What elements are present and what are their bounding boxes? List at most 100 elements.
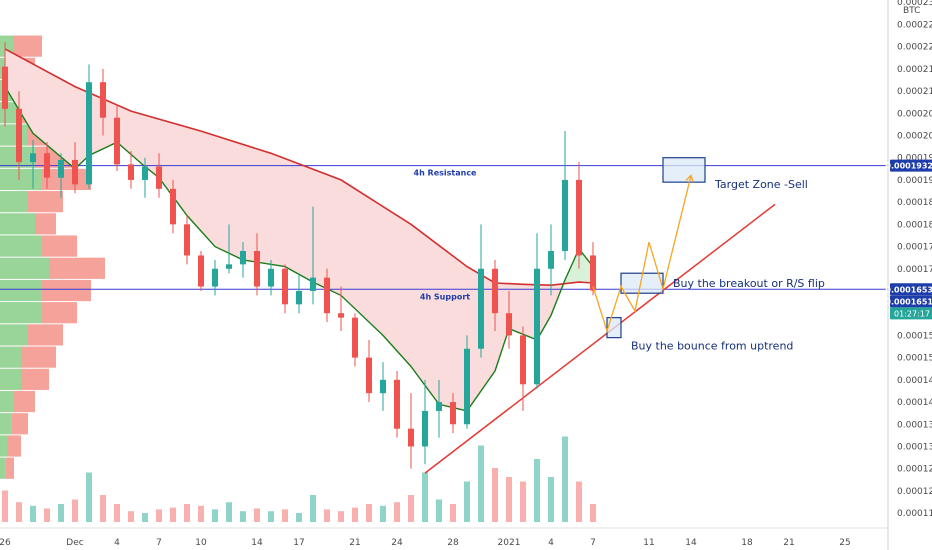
profile-bar-up xyxy=(0,368,21,390)
x-tick-label: 26 xyxy=(0,538,11,548)
x-tick-label: 4 xyxy=(548,538,554,548)
volume-bar xyxy=(492,468,498,522)
ma-fill-segment xyxy=(313,169,341,296)
volume-bar xyxy=(352,507,358,522)
ma-fill-segment xyxy=(285,158,313,283)
candle-body xyxy=(58,159,64,178)
candle-body xyxy=(44,153,50,178)
x-tick-label: 21 xyxy=(783,538,794,548)
x-tick-label: 4 xyxy=(114,538,120,548)
candle-body xyxy=(268,268,274,287)
y-tick-label: 0.00018500 xyxy=(897,198,932,208)
candle-body xyxy=(436,402,442,411)
candle-body xyxy=(240,251,246,265)
resistance-price-badge-text: 0.00019322 xyxy=(885,162,932,171)
volume-bar xyxy=(114,504,120,522)
ma-fill-segment xyxy=(439,245,467,411)
y-tick-label: 0.00019000 xyxy=(897,176,932,186)
volume-bar xyxy=(16,502,22,522)
x-tick-label: 7 xyxy=(156,538,162,548)
y-tick-label: 0.00012000 xyxy=(897,487,932,497)
volume-bar xyxy=(464,481,470,522)
profile-bar-down xyxy=(42,302,77,324)
volume-bar xyxy=(450,504,456,522)
support-price-badge-bg xyxy=(890,283,932,296)
candle-body xyxy=(114,117,120,165)
y-tick-label: 0.00018000 xyxy=(897,220,932,230)
profile-bar-down xyxy=(11,413,28,435)
candle-body xyxy=(296,290,302,305)
uptrend-line xyxy=(424,203,776,474)
target-zone-box xyxy=(662,157,706,183)
x-tick-label: 21 xyxy=(349,538,360,548)
y-tick-label: 0.00019500 xyxy=(897,154,932,164)
profile-bar-up xyxy=(0,279,42,302)
y-tick-label: 0.00021000 xyxy=(897,87,932,97)
last-price-badge-text: 0.00016514 xyxy=(885,297,932,306)
breakout-zone-label: Buy the breakout or R/S flip xyxy=(673,277,825,290)
volume-bar xyxy=(86,472,92,522)
candle-body xyxy=(282,268,288,305)
price-axis[interactable]: 0.00023000BTC 0.00022500 0.00022000 0.00021… xyxy=(885,0,932,550)
ma-fill-segment xyxy=(495,282,509,371)
profile-bar-up xyxy=(0,191,28,213)
x-axis: 26 Dec 4 7 10 14 17 21 24 28 2021 4 7 11 14 18 21 25 xyxy=(0,527,888,548)
bounce-zone-label: Buy the bounce from uptrend xyxy=(631,340,793,353)
candle-body xyxy=(184,224,190,256)
ma-fill-segment xyxy=(145,115,159,178)
ma-fill-between xyxy=(5,48,593,411)
volume-bar xyxy=(366,504,372,522)
profile-bar-down xyxy=(21,368,49,390)
volume-bar xyxy=(394,502,400,522)
candle-body xyxy=(156,166,162,189)
bounce-zone-box xyxy=(606,317,622,339)
resistance-price-badge-bg xyxy=(890,159,932,172)
volume-bar xyxy=(520,481,526,522)
profile-bar-up xyxy=(0,124,28,146)
ma-fill-segment xyxy=(159,119,187,216)
volume-bar xyxy=(254,508,260,522)
profile-bar-up xyxy=(0,390,14,413)
breakout-zone-box xyxy=(620,272,664,294)
x-tick-label: 17 xyxy=(293,538,304,548)
volume-bar xyxy=(100,495,106,522)
profile-bar-up xyxy=(0,257,49,279)
profile-bar-down xyxy=(14,35,42,57)
volume-bar xyxy=(170,507,176,522)
volume-bar xyxy=(184,504,190,522)
volume-bar xyxy=(2,490,8,522)
candle-body xyxy=(198,255,204,287)
volume-bar xyxy=(548,477,554,522)
profile-bar-down xyxy=(21,346,56,368)
volume-bar xyxy=(590,504,596,522)
candle-body xyxy=(478,268,484,349)
volume-bars xyxy=(2,436,596,522)
x-tick-label: 25 xyxy=(839,538,850,548)
candle-body xyxy=(408,428,414,447)
candle-body xyxy=(310,277,316,291)
candle-body xyxy=(226,264,232,269)
y-tick-label: 0.00017000 xyxy=(897,265,932,275)
support-resistance-lines: 4h Resistance 4h Support xyxy=(0,165,888,301)
candle-body xyxy=(520,335,526,385)
y-tick-label: 0.00022500 xyxy=(897,20,932,30)
candle-body xyxy=(534,268,540,385)
volume-bar xyxy=(436,499,442,522)
volume-bar xyxy=(282,509,288,522)
candle-body xyxy=(142,166,148,180)
y-tick-label: 0.00013500 xyxy=(897,420,932,430)
x-tick-label: 7 xyxy=(590,538,596,548)
y-tick-label: 0.00022000 xyxy=(897,43,932,53)
candle-body xyxy=(548,251,554,269)
projection-line xyxy=(592,175,692,334)
ma-fill-segment xyxy=(33,63,75,169)
volume-bar xyxy=(296,513,302,522)
profile-bar-up xyxy=(0,457,6,479)
volume-bar xyxy=(478,445,484,522)
projection-arrowhead xyxy=(685,174,694,183)
volume-bar xyxy=(268,511,274,522)
profile-bar-up xyxy=(0,168,42,191)
profile-bar-up xyxy=(0,346,21,368)
candle-body xyxy=(422,410,428,447)
